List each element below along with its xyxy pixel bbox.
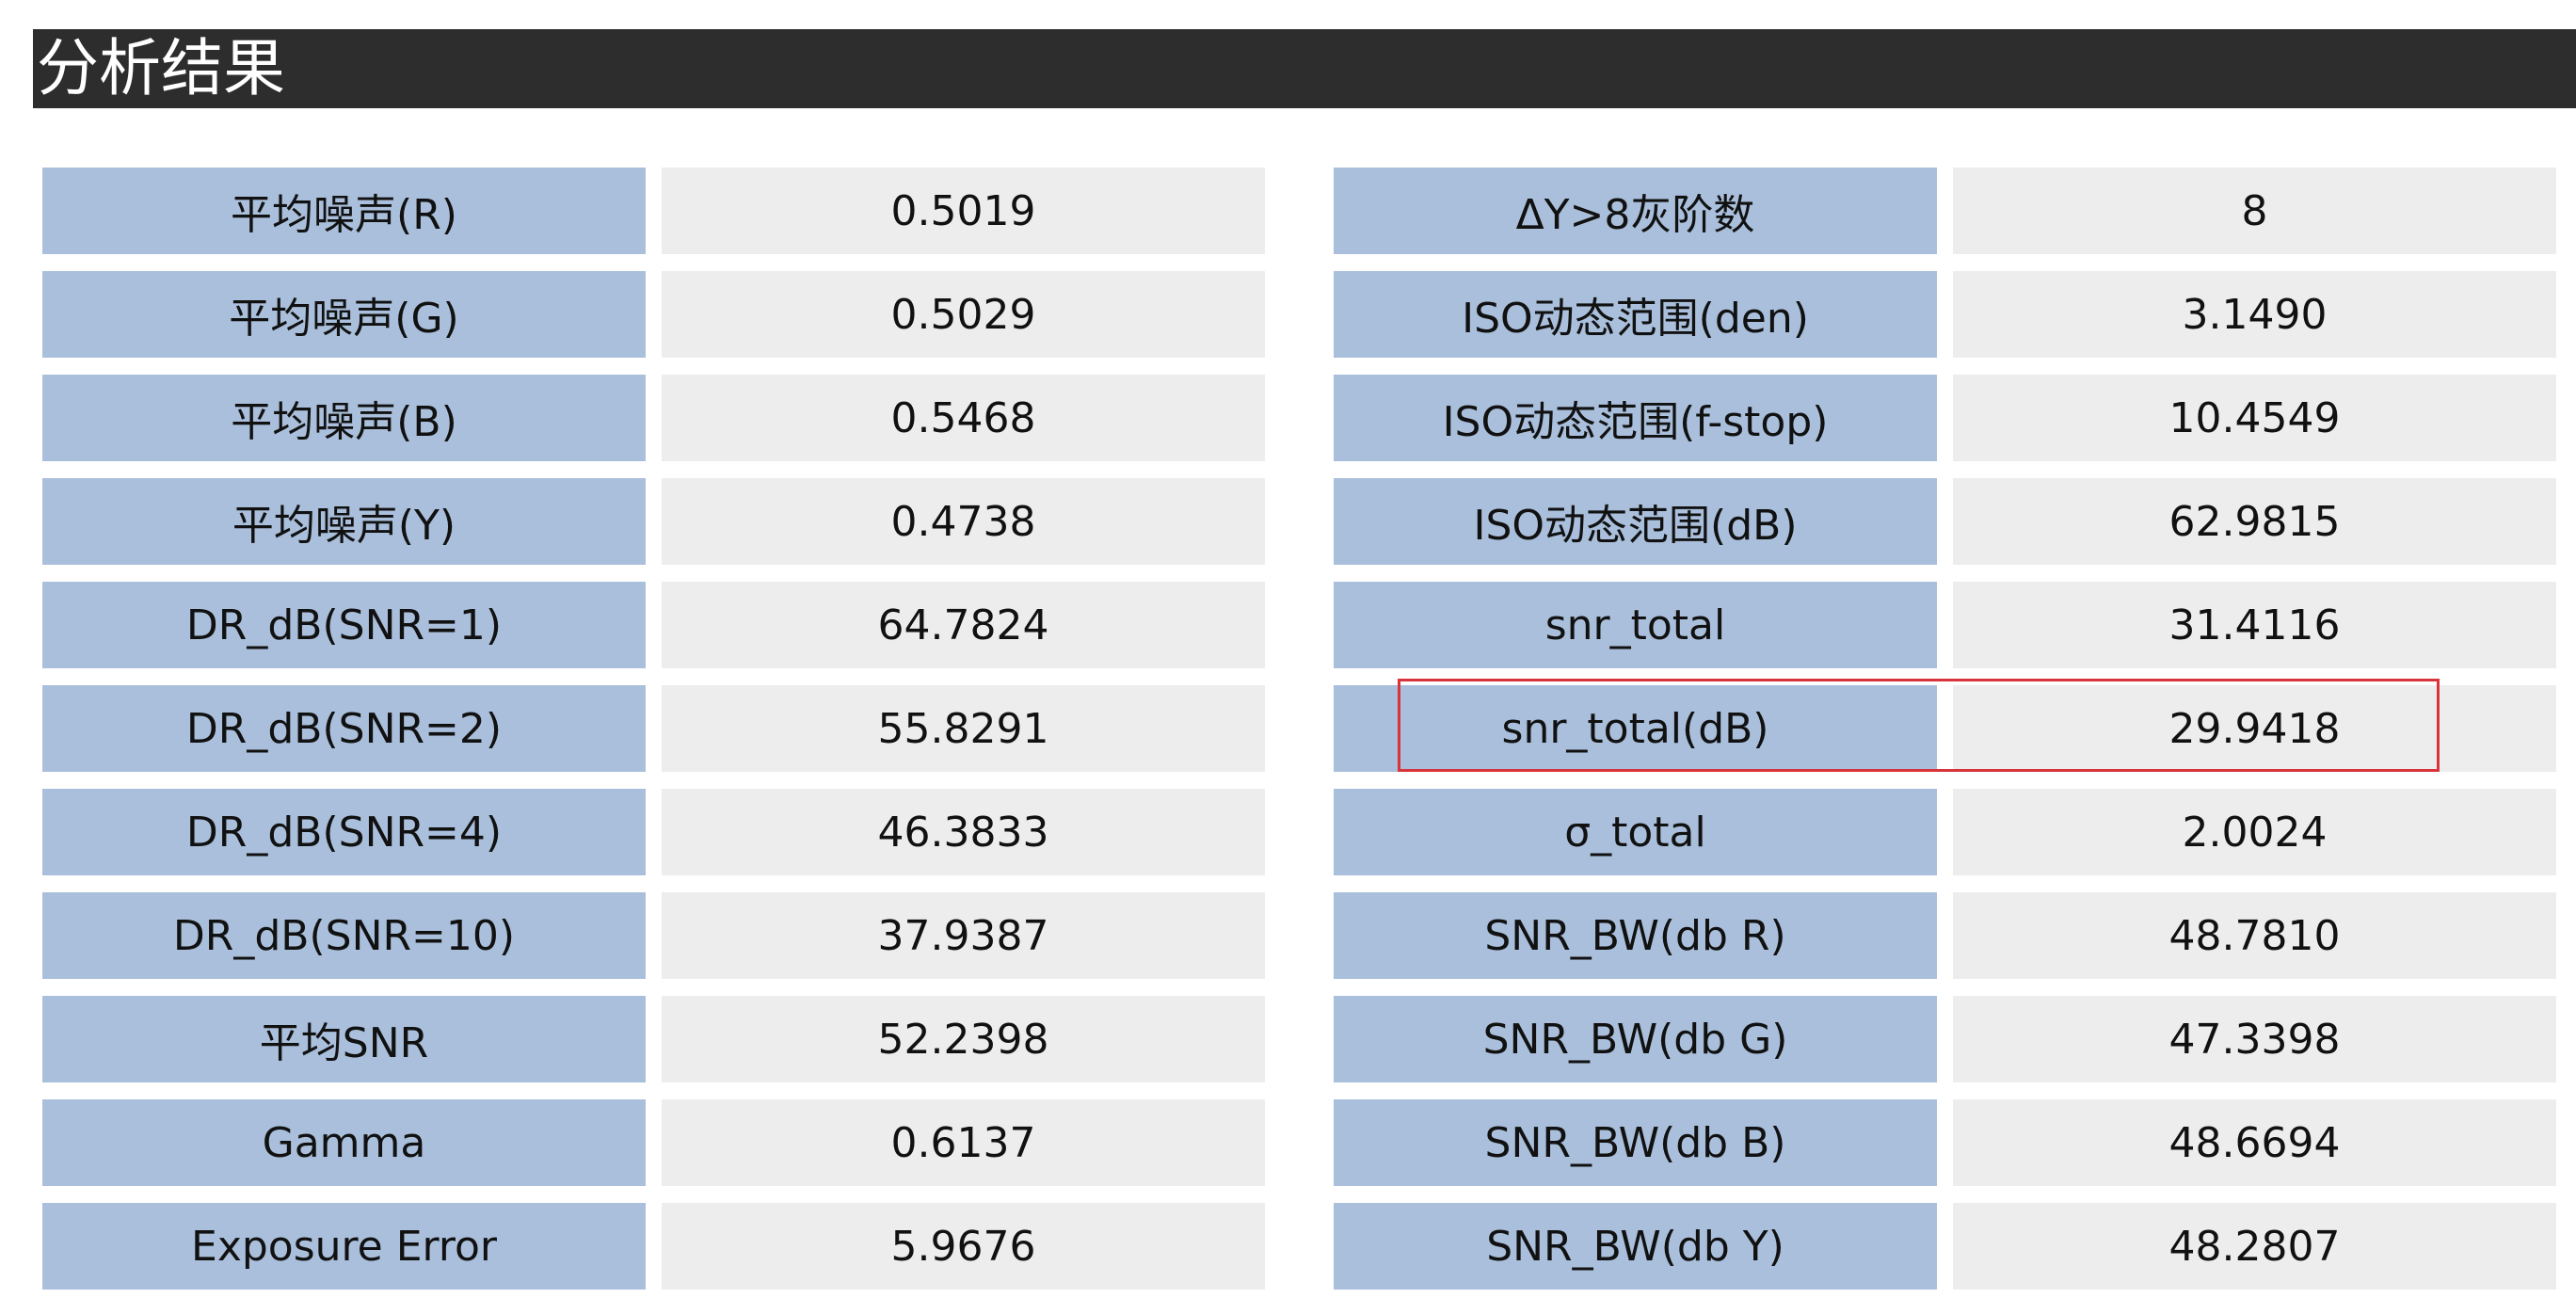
label-cell: σ_total — [1334, 789, 1937, 875]
label-cell: ΔY>8灰阶数 — [1334, 168, 1937, 254]
label-cell: DR_dB(SNR=10) — [42, 892, 646, 979]
value-cell: 48.2807 — [1953, 1203, 2556, 1290]
value-cell: 48.7810 — [1953, 892, 2556, 979]
title-bar: 分析结果 — [33, 29, 2576, 108]
label-cell: Gamma — [42, 1099, 646, 1186]
value-cell: 0.5019 — [662, 168, 1265, 254]
value-cell: 31.4116 — [1953, 582, 2556, 668]
value-cell: 55.8291 — [662, 685, 1265, 772]
value-cell: 5.9676 — [662, 1203, 1265, 1290]
value-cell: 0.4738 — [662, 478, 1265, 565]
label-cell: snr_total — [1334, 582, 1937, 668]
value-cell: 47.3398 — [1953, 996, 2556, 1082]
label-cell: 平均SNR — [42, 996, 646, 1082]
value-cell: 0.5029 — [662, 271, 1265, 358]
value-cell: 37.9387 — [662, 892, 1265, 979]
value-cell: 48.6694 — [1953, 1099, 2556, 1186]
value-cell: 52.2398 — [662, 996, 1265, 1082]
label-cell: SNR_BW(db B) — [1334, 1099, 1937, 1186]
label-cell: 平均噪声(Y) — [42, 478, 646, 565]
label-cell: DR_dB(SNR=2) — [42, 685, 646, 772]
label-cell: 平均噪声(B) — [42, 375, 646, 461]
label-cell: Exposure Error — [42, 1203, 646, 1290]
label-cell: DR_dB(SNR=4) — [42, 789, 646, 875]
value-cell: 46.3833 — [662, 789, 1265, 875]
label-cell: SNR_BW(db Y) — [1334, 1203, 1937, 1290]
value-cell: 29.9418 — [1953, 685, 2556, 772]
value-cell: 0.6137 — [662, 1099, 1265, 1186]
value-cell: 10.4549 — [1953, 375, 2556, 461]
label-cell: SNR_BW(db R) — [1334, 892, 1937, 979]
value-cell: 64.7824 — [662, 582, 1265, 668]
title: 分析结果 — [37, 32, 285, 104]
label-cell: ISO动态范围(f-stop) — [1334, 375, 1937, 461]
value-cell: 62.9815 — [1953, 478, 2556, 565]
value-cell: 0.5468 — [662, 375, 1265, 461]
value-cell: 8 — [1953, 168, 2556, 254]
label-cell: 平均噪声(G) — [42, 271, 646, 358]
value-cell: 2.0024 — [1953, 789, 2556, 875]
label-cell: ISO动态范围(dB) — [1334, 478, 1937, 565]
label-cell: DR_dB(SNR=1) — [42, 582, 646, 668]
label-cell: snr_total(dB) — [1334, 685, 1937, 772]
value-cell: 3.1490 — [1953, 271, 2556, 358]
label-cell: 平均噪声(R) — [42, 168, 646, 254]
label-cell: ISO动态范围(den) — [1334, 271, 1937, 358]
label-cell: SNR_BW(db G) — [1334, 996, 1937, 1082]
